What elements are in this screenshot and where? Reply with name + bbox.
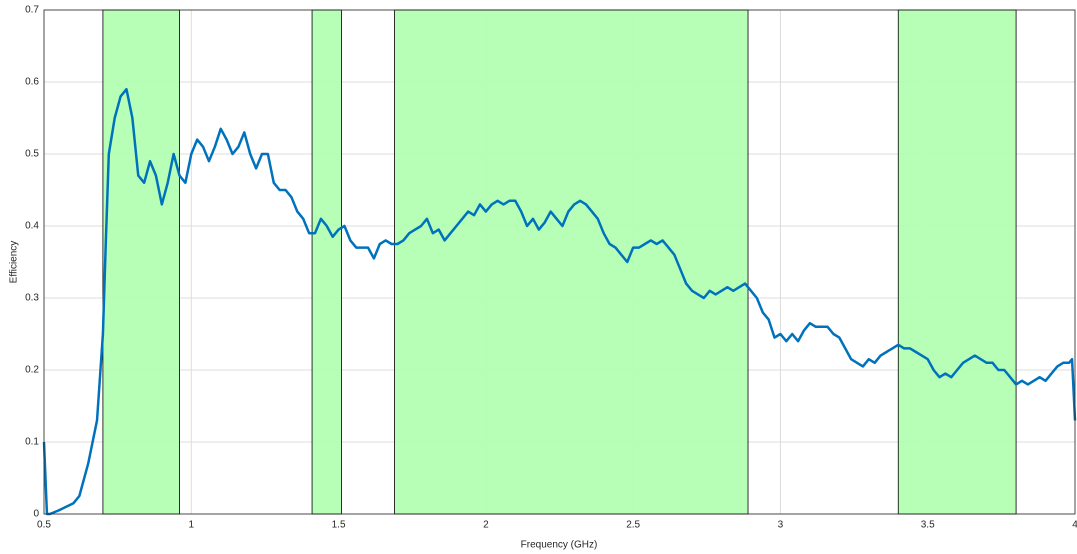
- x-tick-label: 1.5: [332, 520, 346, 531]
- x-tick-label: 3.5: [921, 520, 935, 531]
- shaded-band: [102, 9, 180, 515]
- y-axis-label: Efficiency: [9, 241, 20, 284]
- x-tick-label: 4: [1072, 520, 1077, 531]
- data-line: [42, 87, 1077, 516]
- x-axis-label: Frequency (GHz): [521, 540, 598, 551]
- x-tick-label: 0.5: [37, 520, 51, 531]
- y-tick-label: 0.5: [25, 149, 39, 160]
- y-tick-label: 0.1: [25, 437, 39, 448]
- x-tick-label: 3: [778, 520, 784, 531]
- shaded-band: [311, 9, 342, 515]
- x-tick-label: 2.5: [626, 520, 640, 531]
- y-tick-label: 0: [33, 509, 39, 520]
- y-tick-label: 0.4: [25, 221, 39, 232]
- x-tick-label: 2: [483, 520, 489, 531]
- y-tick-label: 0.6: [25, 77, 39, 88]
- y-tick-label: 0.2: [25, 365, 39, 376]
- y-tick-label: 0.7: [25, 5, 39, 16]
- shaded-band: [394, 9, 749, 515]
- y-tick-label: 0.3: [25, 293, 39, 304]
- axes-frame: [43, 9, 1076, 515]
- x-tick-label: 1: [189, 520, 195, 531]
- shaded-band: [897, 9, 1017, 515]
